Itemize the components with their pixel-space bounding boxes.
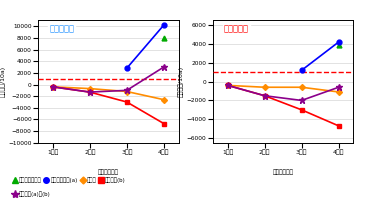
Y-axis label: （万ドン/10a): （万ドン/10a): [178, 66, 184, 97]
Text: （販売開始）: （販売開始）: [98, 170, 119, 175]
Legend: 単年度販売金額, 累計売上金額(a), 年費用, 累計費用(b): 単年度販売金額, 累計売上金額(a), 年費用, 累計費用(b): [10, 175, 128, 185]
Legend: 累計収支(a)＋(b): 累計収支(a)＋(b): [10, 189, 53, 199]
Y-axis label: （万ドン/10a): （万ドン/10a): [0, 66, 5, 97]
Text: （販売開始）: （販売開始）: [272, 170, 294, 175]
Text: 低収量農家: 低収量農家: [224, 24, 249, 33]
Text: 高収量農家: 高収量農家: [49, 24, 74, 33]
